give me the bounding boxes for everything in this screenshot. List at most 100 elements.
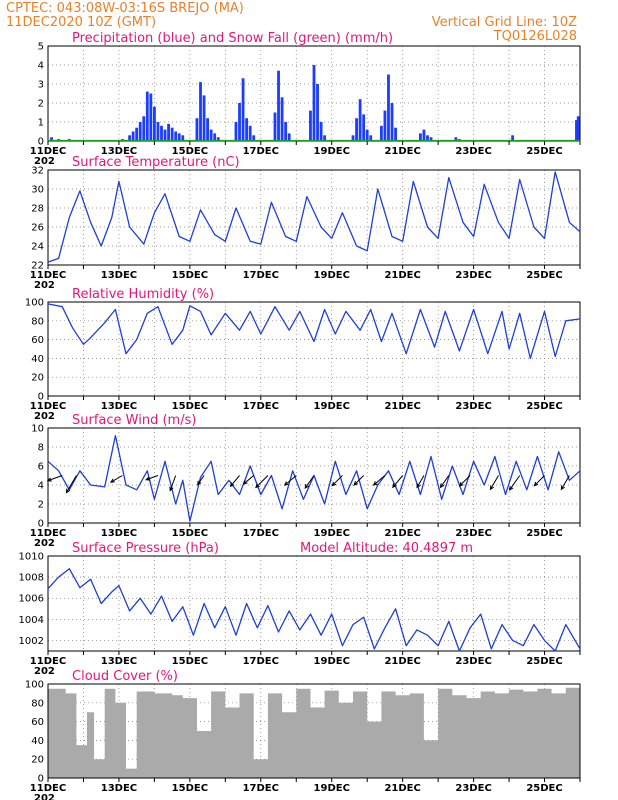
panel-title: Surface Pressure (hPa) xyxy=(72,541,219,556)
precip-bar xyxy=(167,123,170,141)
x-tick-label: 15DEC xyxy=(172,656,208,667)
plot-frame xyxy=(47,427,581,524)
y-tick-label: 2 xyxy=(38,500,44,511)
x-tick-label: 15DEC xyxy=(172,401,208,412)
wind-arrow-head xyxy=(46,477,52,482)
y-tick-label: 1010 xyxy=(19,552,44,563)
y-tick-label: 40 xyxy=(31,736,44,747)
x-tick-label: 25DEC xyxy=(526,401,562,412)
precip-bar xyxy=(351,135,355,141)
x-tick-label: 19DEC xyxy=(314,401,350,412)
plot-frame xyxy=(47,555,581,652)
wind-arrow xyxy=(255,475,269,488)
y-tick-label: 60 xyxy=(31,717,44,728)
wind-arrow xyxy=(509,475,521,491)
precip-bar xyxy=(365,129,369,141)
x-tick-label: 21DEC xyxy=(384,528,420,539)
wind-arrow xyxy=(230,475,240,487)
x-tick-label: 23DEC xyxy=(455,401,491,412)
wind-arrow xyxy=(66,475,77,493)
wind-arrow-head xyxy=(145,476,151,481)
wind-arrow-head xyxy=(416,483,421,489)
wind-arrow xyxy=(331,475,343,487)
x-tick-label: 15DEC xyxy=(172,146,208,157)
precip-bar xyxy=(273,112,277,141)
x-tick-label: 17DEC xyxy=(243,401,279,412)
precip-bar xyxy=(163,129,167,141)
series-line-4 xyxy=(47,568,581,652)
y-tick-label: 5 xyxy=(38,42,44,53)
y-tick-label: 80 xyxy=(31,316,44,327)
precip-bar xyxy=(234,122,238,141)
x-tick-year: 202 xyxy=(34,411,55,422)
x-tick-label: 11DEC xyxy=(30,401,66,412)
x-tick-label: 25DEC xyxy=(526,270,562,281)
x-tick-year: 202 xyxy=(34,280,55,291)
wind-arrow-head xyxy=(255,483,260,489)
y-tick-label: 30 xyxy=(31,185,44,196)
x-tick-label: 15DEC xyxy=(172,528,208,539)
cloud-cover-area xyxy=(48,687,580,778)
x-tick-label: 19DEC xyxy=(314,783,350,794)
panel-0: 0 1 2 3 4 5 11DEC 13DEC 15DEC 17DEC 19DEC 21DEC 23DE… xyxy=(30,31,581,167)
precip-bar xyxy=(50,137,53,141)
precip-bar xyxy=(362,114,366,141)
precip-bar xyxy=(390,103,394,141)
precip-bar xyxy=(131,131,135,141)
y-tick-label: 1004 xyxy=(19,615,44,626)
y-tick-label: 28 xyxy=(31,204,44,215)
x-tick-year: 202 xyxy=(34,793,55,800)
precip-bar xyxy=(170,127,174,141)
y-tick-label: 24 xyxy=(31,242,44,253)
plot-frame xyxy=(47,301,581,397)
x-tick-label: 13DEC xyxy=(101,528,137,539)
y-tick-label: 26 xyxy=(31,223,44,234)
precip-bar xyxy=(429,137,433,141)
x-tick-label: 17DEC xyxy=(243,783,279,794)
y-tick-label: 4 xyxy=(38,481,44,492)
precip-bar xyxy=(248,125,252,141)
precip-bar xyxy=(156,122,160,141)
y-tick-label: 100 xyxy=(25,680,44,691)
panel-title: Relative Humidity (%) xyxy=(72,287,214,302)
x-tick-label: 23DEC xyxy=(455,146,491,157)
precip-bar xyxy=(280,97,284,141)
x-tick-label: 11DEC xyxy=(30,656,66,667)
x-tick-label: 13DEC xyxy=(101,270,137,281)
panel-annotation: Model Altitude: 40.4897 m xyxy=(300,541,473,556)
precip-bar xyxy=(149,93,153,141)
y-tick-label: 1 xyxy=(38,118,44,129)
x-tick-label: 13DEC xyxy=(101,656,137,667)
x-tick-label: 23DEC xyxy=(455,783,491,794)
wind-arrow-head xyxy=(353,481,359,486)
x-tick-label: 15DEC xyxy=(172,270,208,281)
x-tick-label: 11DEC xyxy=(30,528,66,539)
precip-bar xyxy=(199,82,202,141)
x-tick-label: 21DEC xyxy=(384,146,420,157)
grid-note: Vertical Grid Line: 10Z xyxy=(432,15,577,30)
wind-arrow-head xyxy=(533,481,539,487)
precip-bar xyxy=(287,133,291,141)
precip-bar xyxy=(576,116,580,141)
y-tick-label: 20 xyxy=(31,755,44,766)
precip-bar xyxy=(206,118,209,141)
wind-arrow-head xyxy=(229,482,235,488)
wind-arrow-head xyxy=(304,484,309,490)
wind-arrow xyxy=(560,475,570,490)
panels: 0 1 2 3 4 5 11DEC 13DEC 15DEC 17DEC 19DEC 21DEC 23DE… xyxy=(19,31,581,800)
precip-bar xyxy=(160,125,163,141)
precip-bar xyxy=(387,74,390,141)
y-tick-label: 22 xyxy=(31,261,44,272)
precip-bar xyxy=(277,70,280,141)
y-tick-label: 0 xyxy=(38,774,44,785)
y-tick-label: 32 xyxy=(31,166,44,177)
x-tick-label: 19DEC xyxy=(314,146,350,157)
precip-bar xyxy=(252,135,256,141)
station-header: CPTEC: 043:08W-03:16S BREJO (MA) xyxy=(6,1,244,16)
panel-5: 0 20 40 60 80 100 11DEC 13DEC 15DEC 17DEC 19DEC 21D… xyxy=(25,669,581,800)
x-tick-label: 21DEC xyxy=(384,656,420,667)
plot-frame xyxy=(47,169,581,266)
wind-arrow xyxy=(533,475,545,487)
wind-arrow-head xyxy=(169,486,174,492)
y-tick-label: 3 xyxy=(38,80,44,91)
